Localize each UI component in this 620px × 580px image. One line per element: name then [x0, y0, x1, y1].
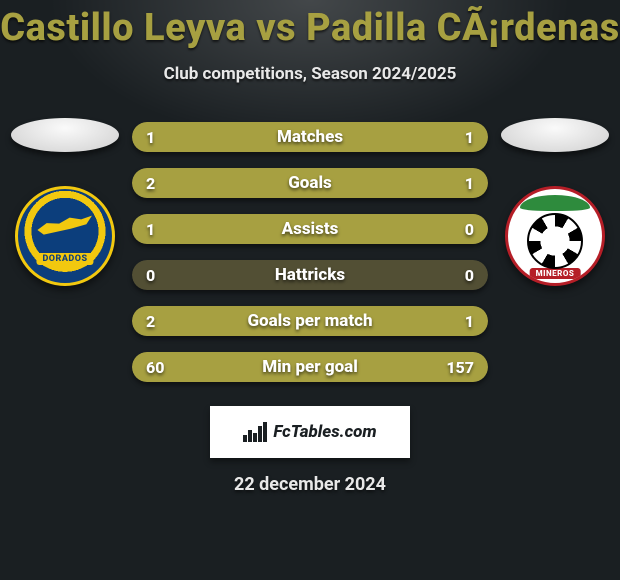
stat-row: 60157Min per goal	[132, 352, 488, 382]
stat-fill-left	[132, 122, 310, 152]
brand-box: FcTables.com	[210, 406, 410, 458]
right-club-label: MINEROS	[530, 268, 581, 279]
right-player-column: MINEROS	[494, 122, 616, 286]
stat-row: 21Goals	[132, 168, 488, 198]
stat-fill-right	[232, 352, 488, 382]
stat-fill-left	[132, 352, 232, 382]
brand-bars-icon	[243, 422, 267, 442]
stat-fill-left	[132, 214, 488, 244]
date-text: 22 december 2024	[0, 474, 620, 495]
stat-row: 00Hattricks	[132, 260, 488, 290]
left-club-badge: DORADOS	[15, 186, 115, 286]
page-title: Castillo Leyva vs Padilla CÃ¡rdenas	[0, 0, 620, 50]
stat-fill-left	[132, 168, 371, 198]
stat-fill-left	[132, 306, 371, 336]
left-player-silhouette	[11, 118, 119, 152]
left-player-column: DORADOS	[4, 122, 126, 286]
stat-fill-right	[371, 168, 488, 198]
brand-text: FcTables.com	[273, 422, 376, 442]
stat-row: 21Goals per match	[132, 306, 488, 336]
stat-row: 11Matches	[132, 122, 488, 152]
subtitle: Club competitions, Season 2024/2025	[0, 64, 620, 84]
comparison-panel: DORADOS 11Matches 21Goals 10Assists 00Hattr…	[0, 122, 620, 382]
stat-bars: 11Matches 21Goals 10Assists 00Hattricks 21Go…	[126, 122, 494, 382]
right-player-silhouette	[501, 118, 609, 152]
stat-row: 10Assists	[132, 214, 488, 244]
stat-fill-right	[310, 122, 488, 152]
right-club-badge: MINEROS	[505, 186, 605, 286]
stat-fill-right	[371, 306, 488, 336]
left-club-label: DORADOS	[36, 253, 93, 265]
